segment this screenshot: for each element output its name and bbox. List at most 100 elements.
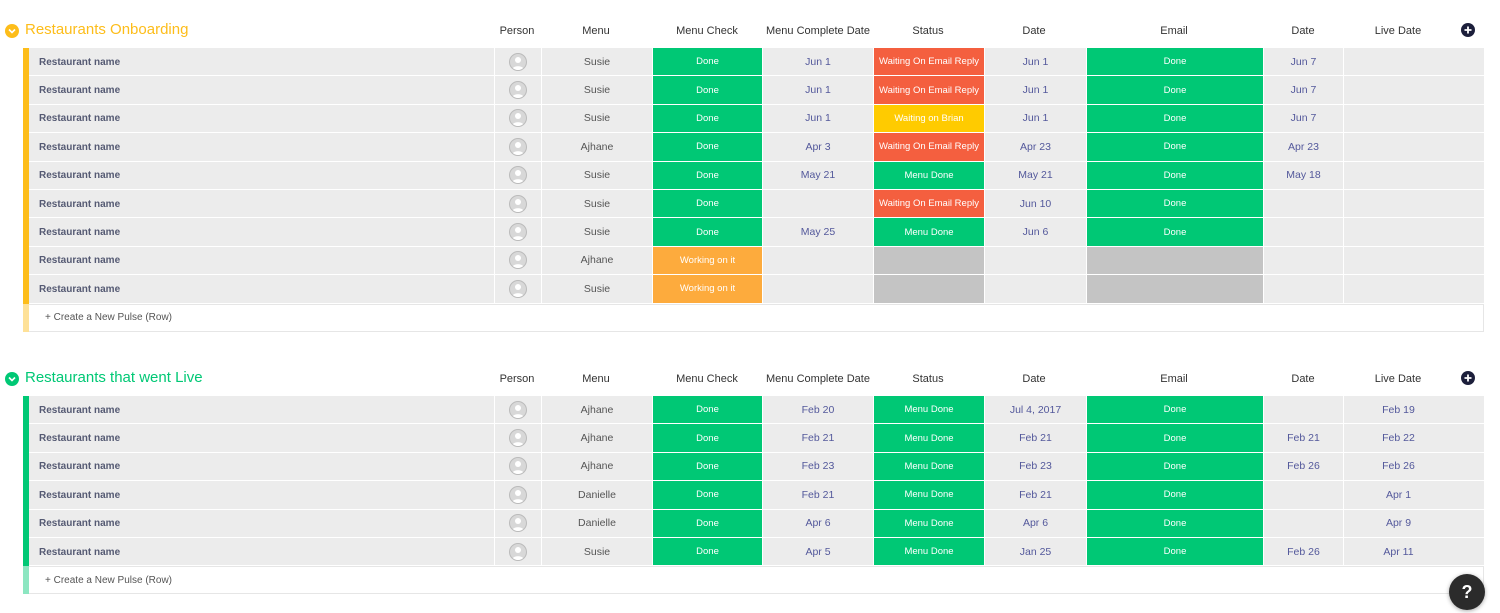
table-row[interactable]: Restaurant name Susie Done Jun 1 Waiting on … — [0, 104, 1500, 134]
menu-cell[interactable]: Susie — [541, 76, 652, 105]
column-header[interactable]: Status — [912, 373, 944, 385]
create-new-pulse-row[interactable]: + Create a New Pulse (Row) — [0, 566, 1500, 595]
person-avatar-icon[interactable] — [509, 166, 527, 185]
menu-check-cell[interactable]: Done — [652, 76, 762, 105]
person-cell[interactable] — [494, 537, 541, 567]
date-cell[interactable]: Feb 21 — [984, 481, 1086, 510]
status-cell[interactable]: Waiting On Email Reply — [873, 189, 984, 219]
status-cell[interactable]: Waiting On Email Reply — [873, 48, 984, 77]
email-cell[interactable]: Done — [1086, 424, 1263, 453]
menu-check-cell[interactable]: Done — [652, 189, 762, 219]
date-cell[interactable]: Apr 6 — [984, 509, 1086, 538]
live-date-cell[interactable]: Apr 1 — [1343, 481, 1453, 510]
date2-cell[interactable] — [1263, 396, 1343, 425]
column-header[interactable]: Live Date — [1374, 373, 1422, 385]
person-avatar-icon[interactable] — [509, 542, 527, 561]
menu-check-cell[interactable]: Done — [652, 104, 762, 134]
table-row[interactable]: Restaurant name Ajhane Done Feb 21 Menu Done… — [0, 424, 1500, 453]
person-avatar-icon[interactable] — [509, 400, 527, 419]
status-cell[interactable]: Menu Done — [873, 452, 984, 482]
person-cell[interactable] — [494, 275, 541, 304]
live-date-cell[interactable]: Feb 22 — [1343, 424, 1453, 453]
table-row[interactable]: Restaurant name Susie Done Jun 1 Waiting On … — [0, 48, 1500, 77]
person-cell[interactable] — [494, 509, 541, 538]
menu-check-cell[interactable]: Done — [652, 452, 762, 482]
menu-check-cell[interactable]: Done — [652, 424, 762, 453]
person-cell[interactable] — [494, 452, 541, 482]
live-date-cell[interactable] — [1343, 275, 1453, 304]
column-header[interactable]: Date — [1291, 373, 1315, 385]
menu-check-cell[interactable]: Working on it — [652, 246, 762, 276]
column-header[interactable]: Live Date — [1374, 25, 1422, 37]
menu-complete-date-cell[interactable]: Jun 1 — [762, 48, 873, 77]
pulse-name[interactable]: Restaurant name — [39, 489, 121, 501]
date-cell[interactable] — [984, 275, 1086, 304]
live-date-cell[interactable]: Apr 9 — [1343, 509, 1453, 538]
status-cell[interactable]: Menu Done — [873, 481, 984, 510]
person-avatar-icon[interactable] — [509, 485, 527, 504]
create-new-pulse-input[interactable]: + Create a New Pulse (Row) — [45, 312, 172, 324]
menu-check-cell[interactable]: Done — [652, 161, 762, 190]
menu-check-cell[interactable]: Done — [652, 537, 762, 567]
status-cell[interactable]: Menu Done — [873, 537, 984, 567]
add-column-button[interactable] — [1461, 371, 1475, 385]
email-cell[interactable]: Done — [1086, 218, 1263, 247]
date-cell[interactable]: Feb 21 — [984, 424, 1086, 453]
person-cell[interactable] — [494, 246, 541, 276]
table-row[interactable]: Restaurant name Ajhane Working on it — [0, 246, 1500, 276]
menu-cell[interactable]: Ajhane — [541, 396, 652, 425]
date2-cell[interactable] — [1263, 275, 1343, 304]
live-date-cell[interactable] — [1343, 133, 1453, 162]
person-cell[interactable] — [494, 104, 541, 134]
date-cell[interactable]: Jan 25 — [984, 537, 1086, 567]
live-date-cell[interactable] — [1343, 218, 1453, 247]
date-cell[interactable]: Jun 6 — [984, 218, 1086, 247]
column-header[interactable]: Date — [1022, 373, 1046, 385]
menu-check-cell[interactable]: Done — [652, 218, 762, 247]
menu-cell[interactable]: Susie — [541, 189, 652, 219]
live-date-cell[interactable]: Feb 19 — [1343, 396, 1453, 425]
menu-complete-date-cell[interactable]: Feb 20 — [762, 396, 873, 425]
pulse-name[interactable]: Restaurant name — [39, 56, 121, 68]
date2-cell[interactable] — [1263, 481, 1343, 510]
email-cell[interactable] — [1086, 246, 1263, 276]
email-cell[interactable]: Done — [1086, 133, 1263, 162]
column-header[interactable]: Status — [912, 25, 944, 37]
pulse-name[interactable]: Restaurant name — [39, 198, 121, 210]
menu-cell[interactable]: Danielle — [541, 509, 652, 538]
email-cell[interactable]: Done — [1086, 481, 1263, 510]
pulse-name[interactable]: Restaurant name — [39, 546, 121, 558]
person-avatar-icon[interactable] — [509, 194, 527, 213]
date2-cell[interactable]: Feb 21 — [1263, 424, 1343, 453]
status-cell[interactable]: Waiting On Email Reply — [873, 133, 984, 162]
status-cell[interactable]: Menu Done — [873, 424, 984, 453]
pulse-name[interactable]: Restaurant name — [39, 227, 121, 239]
add-column-button[interactable] — [1461, 23, 1475, 37]
pulse-name[interactable]: Restaurant name — [39, 255, 121, 267]
email-cell[interactable]: Done — [1086, 161, 1263, 190]
menu-cell[interactable]: Susie — [541, 48, 652, 77]
column-header[interactable]: Person — [499, 373, 535, 385]
menu-complete-date-cell[interactable]: Feb 21 — [762, 481, 873, 510]
table-row[interactable]: Restaurant name Ajhane Done Apr 3 Waiting On… — [0, 133, 1500, 162]
menu-complete-date-cell[interactable]: May 25 — [762, 218, 873, 247]
status-cell[interactable]: Waiting On Email Reply — [873, 76, 984, 105]
live-date-cell[interactable] — [1343, 76, 1453, 105]
menu-cell[interactable]: Susie — [541, 218, 652, 247]
column-header[interactable]: Email — [1160, 25, 1188, 37]
column-header[interactable]: Menu Check — [676, 373, 738, 385]
live-date-cell[interactable] — [1343, 189, 1453, 219]
menu-complete-date-cell[interactable]: Jun 1 — [762, 76, 873, 105]
person-avatar-icon[interactable] — [509, 81, 527, 100]
column-header[interactable]: Date — [1022, 25, 1046, 37]
person-cell[interactable] — [494, 396, 541, 425]
menu-complete-date-cell[interactable]: Apr 5 — [762, 537, 873, 567]
date2-cell[interactable]: Apr 23 — [1263, 133, 1343, 162]
email-cell[interactable] — [1086, 275, 1263, 304]
table-row[interactable]: Restaurant name Danielle Done Feb 21 Menu Do… — [0, 481, 1500, 510]
person-avatar-icon[interactable] — [509, 514, 527, 533]
date2-cell[interactable]: Jun 7 — [1263, 48, 1343, 77]
menu-complete-date-cell[interactable]: Feb 21 — [762, 424, 873, 453]
menu-complete-date-cell[interactable] — [762, 189, 873, 219]
live-date-cell[interactable]: Feb 26 — [1343, 452, 1453, 482]
